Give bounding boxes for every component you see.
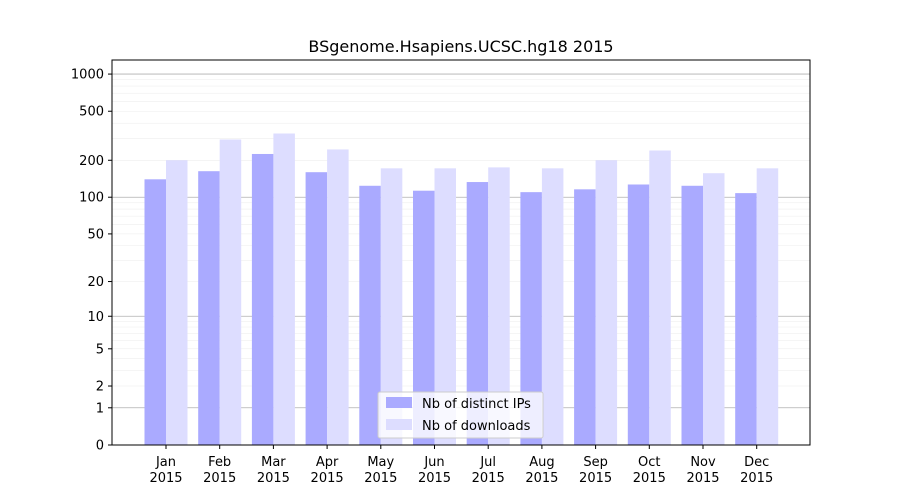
x-tick-label-year: 2015 [740,471,773,486]
legend-label-downloads: Nb of downloads [422,419,531,434]
x-tick-label-year: 2015 [203,471,236,486]
bar-distinct-ips [735,193,757,445]
bar-downloads [273,133,295,445]
y-tick-label: 1 [96,401,104,416]
y-tick-label: 500 [79,105,104,120]
x-tick-label-month: Nov [690,455,716,470]
y-tick-label: 10 [87,310,104,325]
legend-swatch-downloads [386,419,412,430]
x-tick-label-year: 2015 [472,471,505,486]
x-tick-label-year: 2015 [257,471,290,486]
y-tick-label: 5 [96,342,104,357]
bar-distinct-ips [466,182,489,445]
x-tick-label-month: Apr [316,455,339,470]
x-tick-label-year: 2015 [525,471,558,486]
bars [144,133,779,446]
bar-distinct-ips [359,185,381,445]
x-tick-label-month: Jun [423,455,444,470]
bar-downloads [649,150,671,445]
legend-swatch-ips [386,397,412,408]
bar-distinct-ips [305,172,328,446]
x-tick-label-month: Dec [744,455,769,470]
bar-distinct-ips [251,153,274,445]
x-tick-label-month: Jan [155,455,176,470]
bar-downloads [219,139,242,445]
legend-frame [377,391,544,439]
y-tick-label: 50 [87,227,104,242]
bar-distinct-ips [413,190,435,445]
bar-downloads [541,168,564,445]
x-tick-label-year: 2015 [149,471,182,486]
x-tick-label-year: 2015 [364,471,397,486]
x-tick-label-month: Sep [583,455,608,470]
y-axis: 0 1 2 5 10 20 50 100 200 500 1000 [71,68,112,454]
bar-downloads [166,160,188,445]
bar-downloads [703,173,725,445]
x-tick-label-year: 2015 [633,471,666,486]
x-tick-label-month: Oct [638,455,660,470]
bar-distinct-ips [520,192,542,445]
chart-title: BSgenome.Hsapiens.UCSC.hg18 2015 [308,37,613,56]
y-tick-label: 20 [87,275,104,290]
x-tick-label-year: 2015 [579,471,612,486]
bar-downloads [756,168,779,445]
bar-downloads [434,168,456,445]
y-tick-label: 100 [79,191,104,206]
bar-downloads [380,168,403,445]
bar-distinct-ips [198,171,220,446]
plot-area-frame [111,59,811,446]
bar-distinct-ips [681,185,703,445]
bar-downloads [327,149,349,445]
legend: Nb of distinct IPs Nb of downloads [377,391,544,439]
x-tick-label-year: 2015 [686,471,719,486]
y-tick-label: 2 [96,380,104,395]
bar-downloads [595,160,618,445]
bar-distinct-ips [574,189,596,445]
x-tick-label-month: Mar [261,455,286,470]
x-tick-label-month: Feb [208,455,231,470]
x-tick-label-month: May [367,455,394,470]
x-tick-label-month: Aug [529,455,554,470]
legend-label-ips: Nb of distinct IPs [422,397,531,412]
y-tick-label: 0 [96,439,104,454]
y-tick-label: 1000 [71,68,104,83]
x-tick-label-month: Jul [479,455,496,470]
bar-downloads [488,167,510,445]
bar-distinct-ips [144,179,166,445]
x-tick-label-year: 2015 [311,471,344,486]
x-tick-label-year: 2015 [418,471,451,486]
y-tick-label: 200 [79,154,104,169]
bar-distinct-ips [627,184,650,446]
x-axis: Jan2015Feb2015Mar2015Apr2015May2015Jun20… [149,445,773,486]
